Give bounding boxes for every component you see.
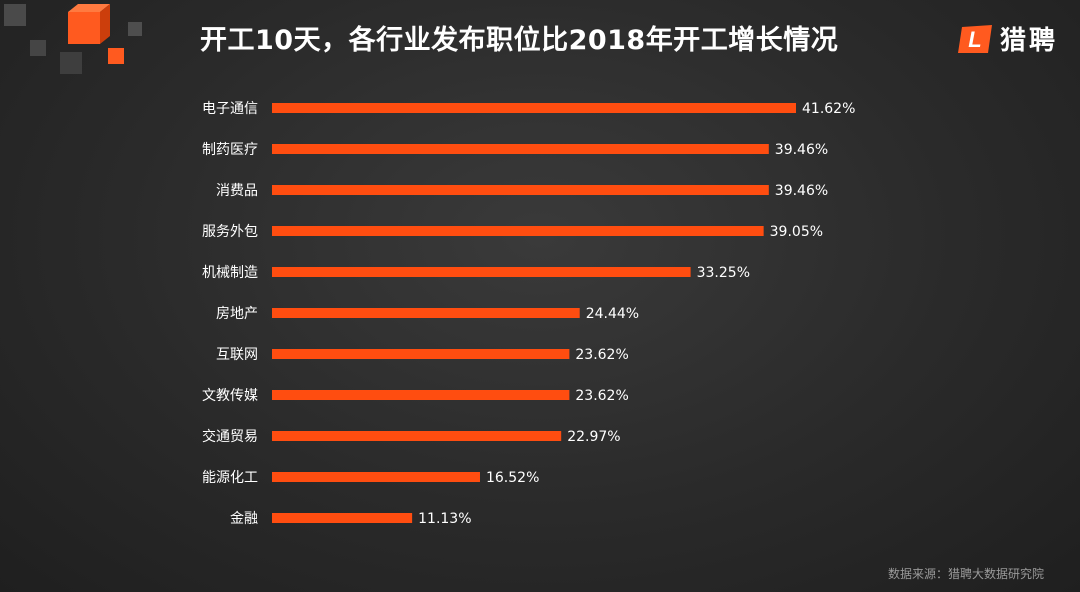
value-label: 23.62%	[575, 388, 628, 404]
value-label: 24.44%	[586, 306, 639, 322]
bar	[272, 431, 562, 441]
bar	[272, 513, 413, 523]
bar	[272, 226, 764, 236]
bar	[272, 472, 480, 482]
category-label: 电子通信	[202, 101, 258, 117]
bar	[272, 185, 769, 195]
value-label: 33.25%	[697, 265, 750, 281]
category-label: 制药医疗	[202, 142, 258, 158]
category-label: 交通贸易	[202, 428, 258, 445]
bar	[272, 103, 796, 113]
bar	[272, 349, 570, 359]
value-label: 39.46%	[775, 183, 828, 199]
brand-name: 猎聘	[999, 26, 1058, 56]
liepin-logo-icon: L	[957, 24, 992, 53]
brand-logo: L 猎聘	[957, 20, 1058, 57]
bar	[272, 308, 580, 318]
chart-title: 开工10天，各行业发布职位比2018年开工增长情况	[200, 25, 839, 56]
bar	[272, 267, 691, 277]
value-label: 16.52%	[486, 470, 539, 486]
category-label: 房地产	[216, 306, 258, 322]
value-label: 22.97%	[567, 429, 620, 445]
category-label: 金融	[230, 511, 258, 527]
category-label: 服务外包	[202, 224, 258, 240]
value-label: 39.46%	[775, 142, 828, 158]
category-label: 消费品	[216, 183, 258, 199]
brand-mark-letter: L	[968, 27, 981, 52]
bar	[272, 144, 769, 154]
value-label: 23.62%	[575, 347, 628, 363]
category-label: 机械制造	[202, 265, 258, 281]
category-label: 能源化工	[202, 470, 258, 486]
data-source-note: 数据来源：猎聘大数据研究院	[887, 567, 1044, 581]
value-label: 41.62%	[802, 101, 855, 117]
category-label: 文教传媒	[202, 388, 258, 404]
category-label: 互联网	[216, 347, 258, 363]
value-label: 11.13%	[418, 511, 471, 527]
bar	[272, 390, 570, 400]
value-label: 39.05%	[770, 224, 823, 240]
cube-decoration-icon	[4, 4, 142, 74]
